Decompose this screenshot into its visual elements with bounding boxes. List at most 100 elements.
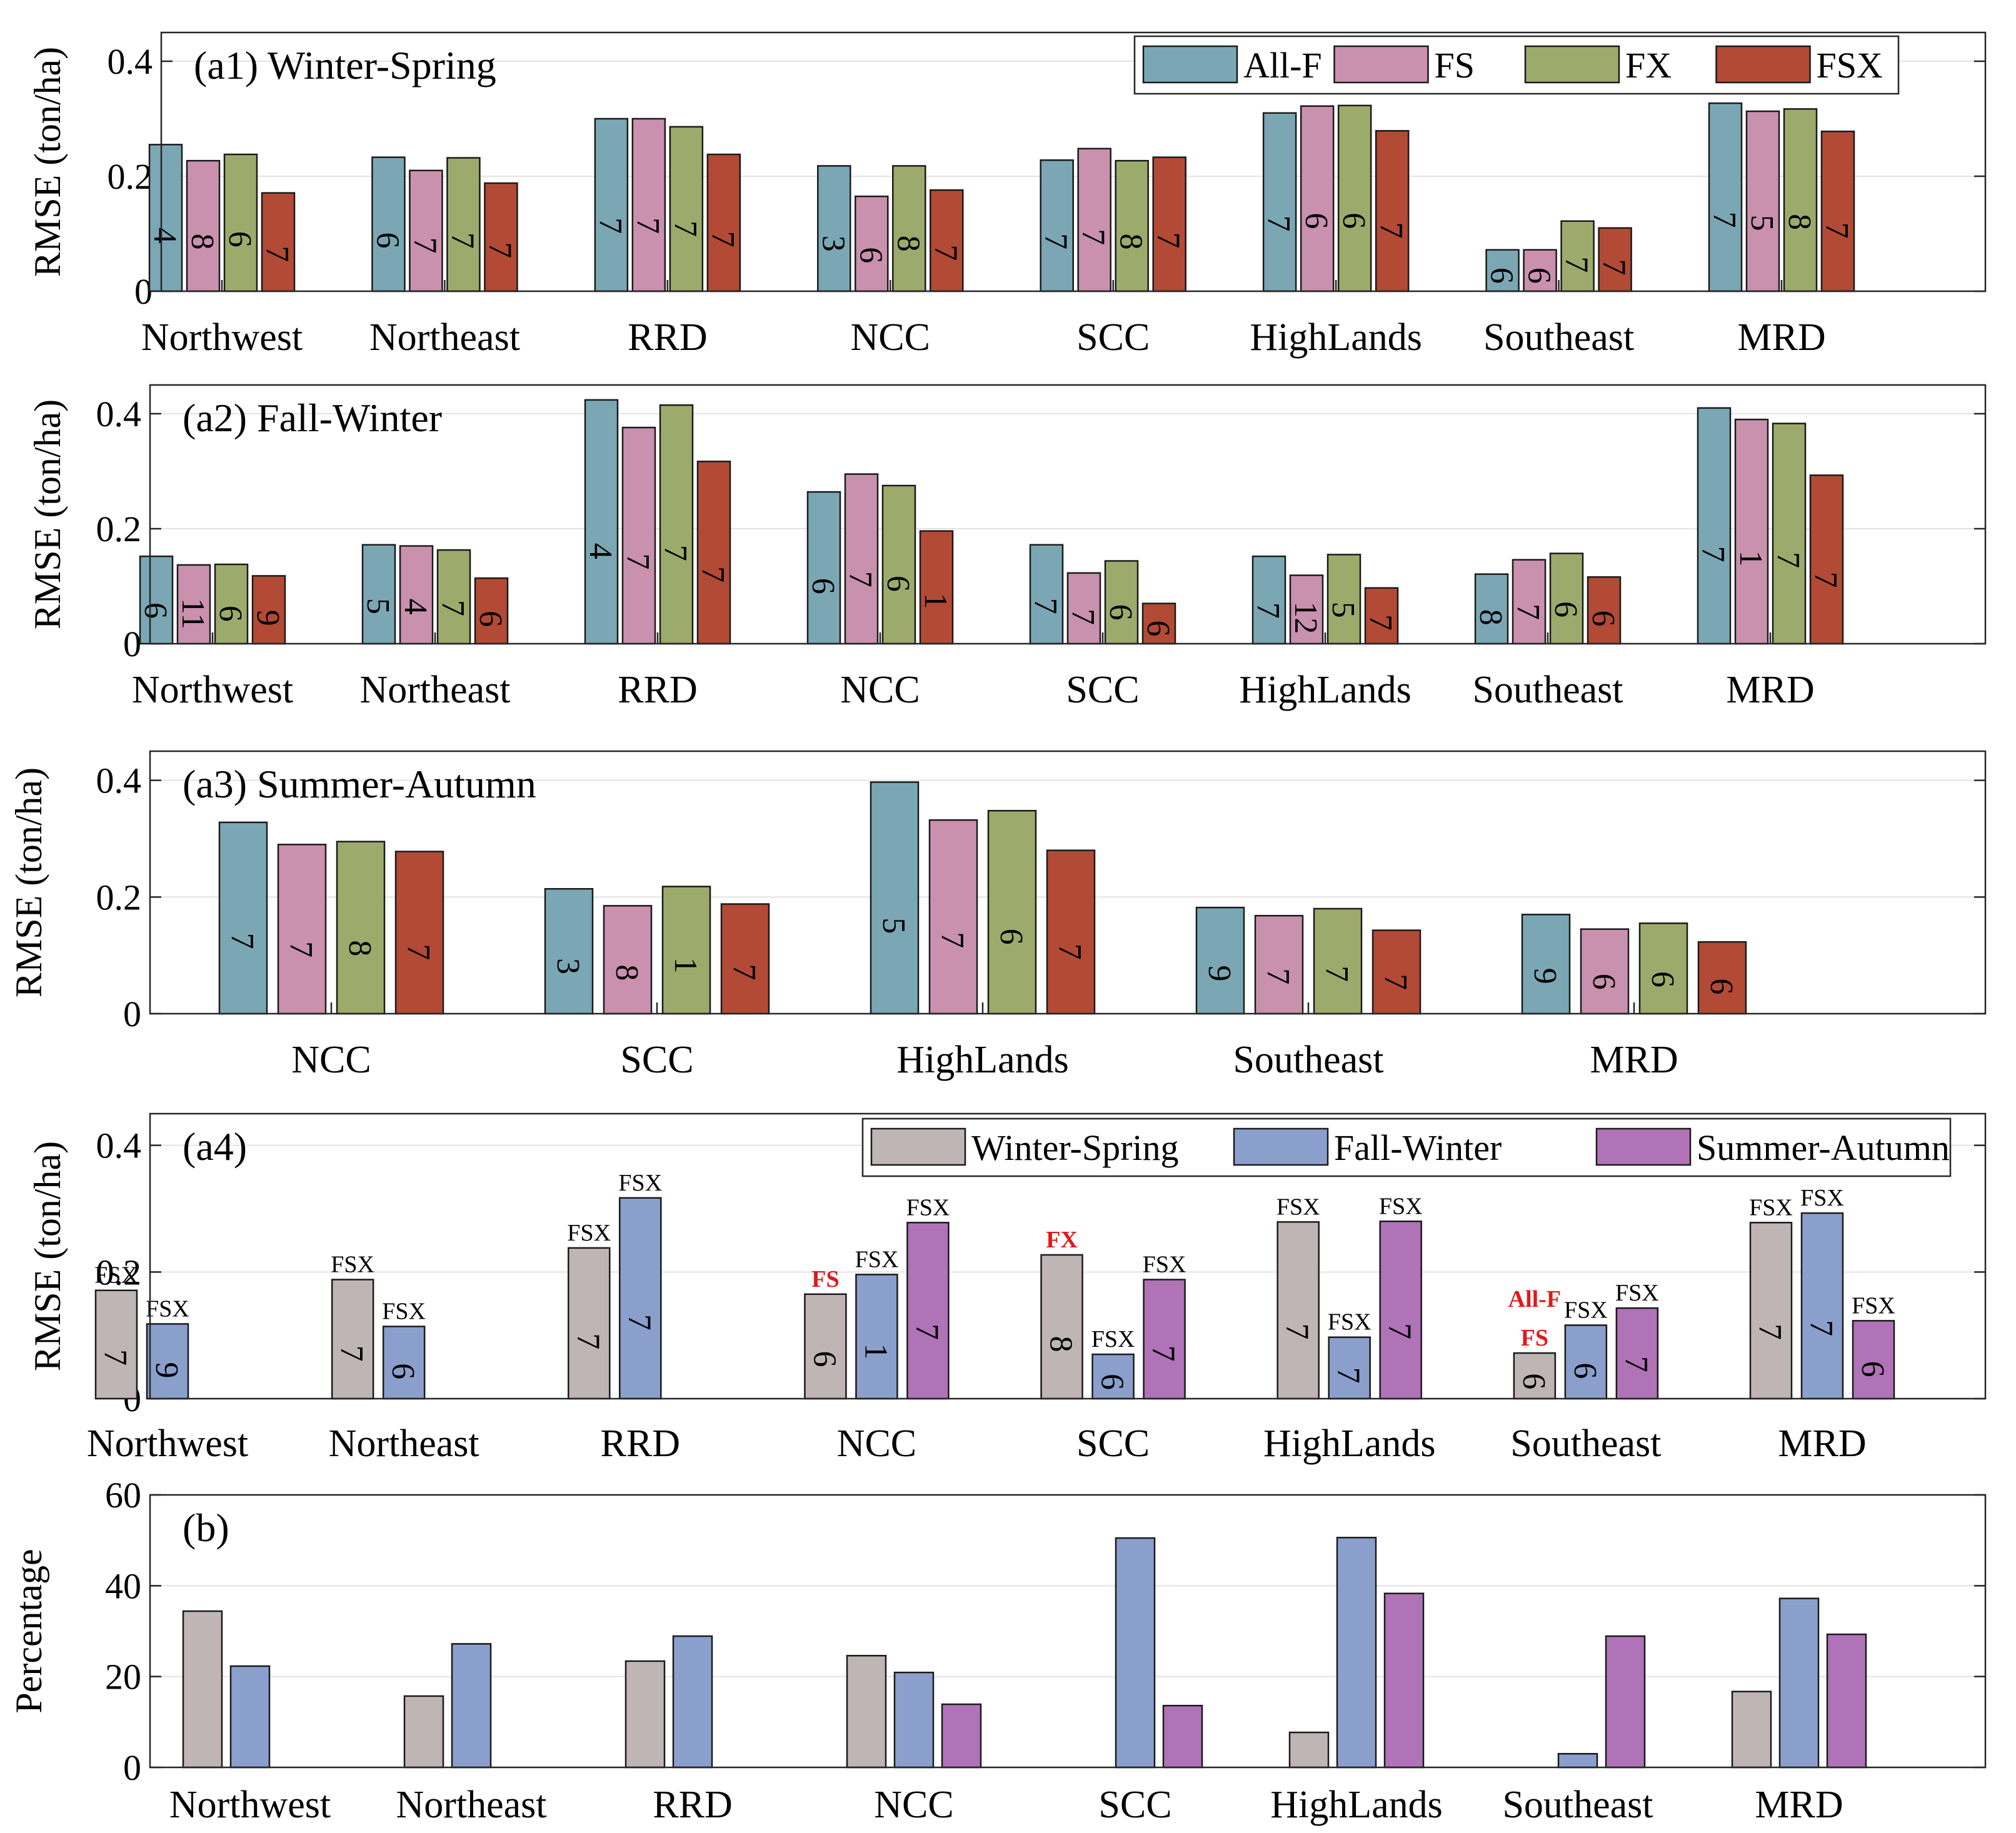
bar-top-label: FSX: [146, 1296, 189, 1322]
bar: [1143, 1279, 1186, 1400]
x-tick-label: SCC: [1076, 316, 1150, 359]
bar-label: 7: [334, 1346, 369, 1362]
bar: [631, 117, 666, 292]
bar-label: 7: [435, 600, 471, 616]
bar-label: 8: [1782, 214, 1817, 230]
x-tick-label: Southeast: [1502, 1784, 1653, 1826]
bar-label: 7: [1770, 552, 1806, 568]
bar-label: 6: [1516, 1373, 1552, 1389]
bar: [1077, 147, 1111, 292]
y-tick-label: 0.2: [96, 877, 142, 917]
panel-title: (b): [183, 1506, 229, 1550]
x-tick-label: NCC: [291, 1039, 371, 1081]
bar: [484, 182, 518, 292]
bar-label: 3: [815, 236, 851, 252]
bar-label: 7: [1752, 1324, 1788, 1340]
bar-label: 7: [1808, 572, 1843, 588]
legend-swatch: [870, 1127, 966, 1166]
bar-label: 8: [890, 236, 926, 252]
bar: [1809, 474, 1844, 645]
bar-label: 6: [806, 1351, 842, 1367]
bar-label: 7: [621, 1314, 657, 1331]
bar: [399, 545, 434, 645]
bar: [621, 426, 656, 645]
bar: [331, 1279, 374, 1400]
bar: [584, 399, 619, 645]
bar: [1549, 552, 1584, 645]
bar-label: 7: [1510, 604, 1546, 620]
x-tick-label: HighLands: [1239, 669, 1412, 711]
bar-label: 7: [1151, 232, 1186, 249]
x-tick-label: SCC: [620, 1039, 693, 1081]
y-tick-label: 0.4: [96, 761, 142, 801]
bar-label: 6: [473, 611, 508, 627]
bar-label: 7: [909, 1324, 945, 1340]
bar-label: 1: [668, 957, 703, 974]
bar-label: 6: [1586, 974, 1622, 990]
bar-label: 7: [630, 217, 666, 234]
bar-label: 6: [993, 929, 1029, 945]
bar: [603, 905, 653, 1015]
bar-label: 7: [444, 232, 480, 249]
bar-label: 6: [222, 231, 258, 247]
bar: [941, 1703, 982, 1769]
bar-label: 8: [184, 234, 220, 250]
bar: [1708, 102, 1743, 292]
bar-label: 9: [1201, 965, 1237, 981]
x-tick-label: MRD: [1737, 316, 1825, 359]
bar: [1638, 922, 1688, 1015]
bar: [1580, 928, 1630, 1015]
bar-label: 11: [175, 598, 211, 629]
bar-label: 6: [385, 1363, 421, 1379]
bar-label: 1: [1733, 551, 1768, 567]
x-tick-label: Northeast: [329, 1422, 479, 1465]
legend-entry: Fall-Winter: [1334, 1127, 1502, 1168]
y-tick-label: 0.2: [96, 1252, 142, 1292]
bar: [930, 189, 964, 292]
bar-label: 7: [1319, 966, 1355, 982]
bar: [1383, 1592, 1425, 1769]
bar-label: 6: [1567, 1362, 1603, 1379]
bar: [870, 781, 920, 1015]
bar-label: 7: [1597, 259, 1632, 276]
bar: [1560, 220, 1595, 292]
y-tick-label: 0.2: [108, 156, 153, 197]
bar-label: 7: [935, 932, 970, 948]
bar: [619, 1197, 662, 1400]
bar-label: 7: [1559, 256, 1595, 272]
bar: [804, 1293, 847, 1400]
bar: [987, 809, 1037, 1015]
axes-box: [149, 1494, 1987, 1769]
panel-title: (a4): [183, 1124, 247, 1169]
x-tick-label: Northeast: [359, 669, 510, 711]
legend-box: [861, 1117, 1952, 1177]
bar: [706, 153, 741, 292]
bar: [1046, 849, 1096, 1015]
bar: [624, 1660, 666, 1769]
bar: [1328, 1336, 1371, 1400]
y-axis-label: RMSE (ton/ha): [27, 399, 68, 629]
bar: [336, 841, 386, 1015]
bar-top-label: FS: [811, 1266, 839, 1292]
x-tick-label: HighLands: [1263, 1422, 1436, 1465]
bar: [659, 404, 694, 645]
bar: [94, 1289, 138, 1400]
bar: [1513, 1352, 1557, 1400]
bar-label: 7: [1695, 546, 1731, 562]
x-tick-label: Northwest: [87, 1422, 248, 1465]
bar: [1337, 104, 1372, 292]
x-tick-label: RRD: [601, 1422, 680, 1465]
legend-swatch: [1142, 45, 1238, 84]
bar: [409, 169, 443, 292]
bar: [1485, 249, 1520, 292]
bar: [1783, 108, 1818, 292]
bar: [394, 851, 444, 1015]
bar-label: 7: [1250, 602, 1286, 619]
bar-top-label: All-F: [1508, 1286, 1561, 1312]
bar-label: 7: [259, 246, 295, 262]
bar-label: 4: [583, 543, 618, 559]
bar-label: 9: [149, 1362, 184, 1379]
bar: [1749, 1222, 1793, 1400]
bar-top-label: FSX: [567, 1220, 611, 1246]
